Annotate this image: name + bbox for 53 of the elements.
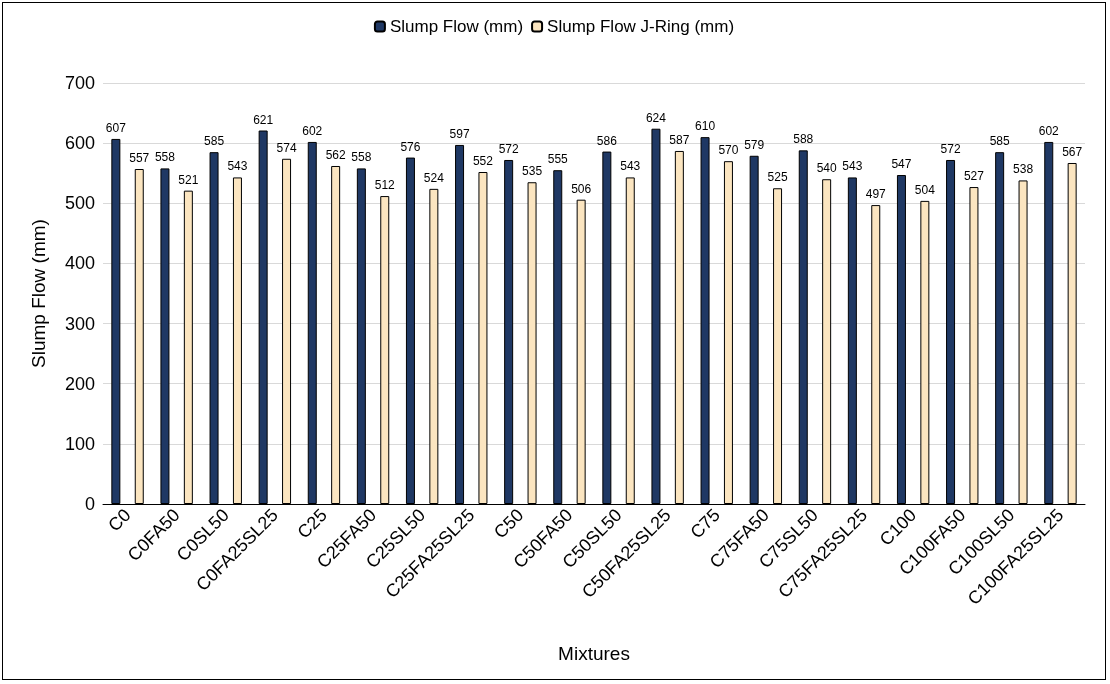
data-label: 585 xyxy=(204,134,225,149)
data-label: 572 xyxy=(498,141,519,156)
data-label: 497 xyxy=(865,187,887,202)
y-tick-label: 100 xyxy=(64,433,95,454)
data-label: 521 xyxy=(178,172,199,187)
data-label: 570 xyxy=(718,143,739,158)
data-label: 557 xyxy=(129,151,150,165)
y-tick-label: 200 xyxy=(64,373,95,394)
data-label: 587 xyxy=(669,132,690,147)
data-label: 574 xyxy=(276,140,297,155)
legend-label: Slump Flow (mm) xyxy=(389,17,524,36)
data-label: 527 xyxy=(963,169,985,184)
data-label: 543 xyxy=(620,159,641,174)
data-label: 547 xyxy=(891,157,912,172)
data-label: 512 xyxy=(374,178,396,193)
data-label: 585 xyxy=(989,134,1010,149)
data-label: 535 xyxy=(522,164,543,179)
data-label: 543 xyxy=(227,159,248,174)
data-label: 597 xyxy=(449,126,470,141)
y-tick-label: 0 xyxy=(84,494,95,514)
data-label: 555 xyxy=(547,152,569,167)
x-axis-title: Mixtures xyxy=(558,643,630,664)
y-tick-label: 600 xyxy=(64,133,95,154)
data-label: 602 xyxy=(302,123,323,138)
x-tick-label: C0 xyxy=(104,504,135,536)
y-axis-title: Slump Flow (mm) xyxy=(28,219,49,368)
y-tick-label: 400 xyxy=(64,253,95,274)
data-label: 506 xyxy=(571,181,592,196)
data-label: 576 xyxy=(400,139,421,154)
data-label: 610 xyxy=(695,119,716,134)
y-tick-label: 300 xyxy=(64,313,95,334)
data-label: 540 xyxy=(816,161,837,176)
data-label: 579 xyxy=(744,137,765,152)
data-label: 525 xyxy=(767,170,788,185)
data-label: 588 xyxy=(793,132,814,147)
data-label: 538 xyxy=(1013,162,1034,177)
legend-label: Slump Flow J-Ring (mm) xyxy=(547,17,735,36)
data-label: 558 xyxy=(154,150,176,165)
data-label: 567 xyxy=(1062,144,1083,159)
data-label: 624 xyxy=(645,110,667,125)
data-label: 572 xyxy=(940,141,961,156)
data-label: 586 xyxy=(596,133,618,148)
data-label: 621 xyxy=(253,112,274,127)
data-label: 552 xyxy=(472,154,494,169)
y-tick-label: 500 xyxy=(64,193,95,214)
y-tick-label: 700 xyxy=(64,73,95,93)
data-label: 602 xyxy=(1038,123,1060,138)
data-label: 543 xyxy=(842,159,863,174)
data-label: 607 xyxy=(105,120,127,135)
data-label: 562 xyxy=(325,148,346,162)
data-label: 504 xyxy=(914,182,936,197)
data-label: 558 xyxy=(351,150,372,165)
data-label: 524 xyxy=(423,170,445,185)
